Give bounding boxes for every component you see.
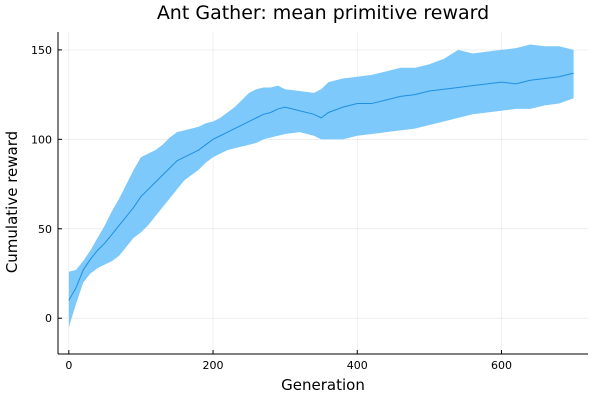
y-tick-label: 150 [31, 44, 52, 57]
x-axis-label: Generation [281, 376, 365, 394]
y-tick-label: 0 [45, 312, 52, 325]
x-tick-label: 0 [65, 359, 72, 372]
y-tick-label: 100 [31, 133, 52, 146]
series-mean-line [68, 72, 574, 301]
series-band [68, 44, 574, 328]
x-tick-label: 600 [491, 359, 512, 372]
y-axis-label: Cumulative reward [3, 131, 21, 273]
x-tick-label: 200 [203, 359, 224, 372]
ticks: 0 200 400 600 0 50 100 150 [31, 44, 512, 372]
axes [57, 32, 588, 355]
y-tick-label: 50 [38, 223, 52, 236]
x-tick-label: 400 [347, 359, 368, 372]
chart-title: Ant Gather: mean primitive reward [157, 2, 489, 24]
